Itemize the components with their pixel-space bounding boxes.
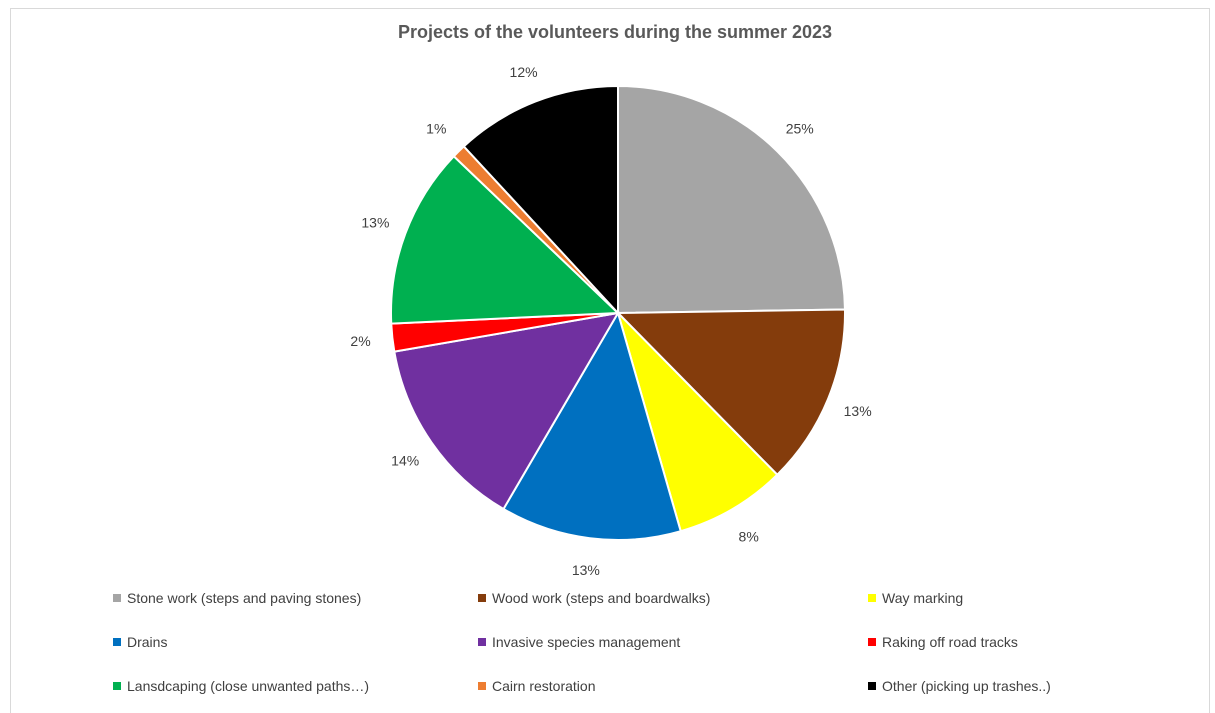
legend-item: Other (picking up trashes..) xyxy=(868,678,1051,694)
legend-swatch xyxy=(868,682,876,690)
legend-item: Lansdcaping (close unwanted paths…) xyxy=(113,678,369,694)
data-label-7: 13% xyxy=(361,214,389,230)
pie-slice-1 xyxy=(617,84,846,315)
legend-item: Wood work (steps and boardwalks) xyxy=(478,590,710,606)
pie-slice-3 xyxy=(617,312,779,533)
legend-item: Invasive species management xyxy=(478,634,680,650)
legend-item: Way marking xyxy=(868,590,963,606)
legend-label: Drains xyxy=(127,634,168,650)
legend-swatch xyxy=(113,594,121,602)
legend-item: Raking off road tracks xyxy=(868,634,1018,650)
legend-swatch xyxy=(868,638,876,646)
legend-item: Stone work (steps and paving stones) xyxy=(113,590,361,606)
chart-title: Projects of the volunteers during the su… xyxy=(397,22,833,42)
legend-label: Cairn restoration xyxy=(492,678,596,694)
chart-frame xyxy=(10,8,1210,713)
legend-item: Drains xyxy=(113,634,167,650)
data-label-2: 13% xyxy=(844,403,872,419)
legend-swatch xyxy=(868,594,876,602)
pie-slice-7 xyxy=(390,154,621,325)
pie-slice-5 xyxy=(393,311,620,511)
legend-label: Stone work (steps and paving stones) xyxy=(127,590,362,606)
pie-slice-4 xyxy=(502,310,682,541)
pie-slice-9 xyxy=(462,84,619,316)
data-label-1: 25% xyxy=(786,120,814,136)
legend-label: Invasive species management xyxy=(492,634,681,650)
data-label-9: 12% xyxy=(510,64,538,80)
legend-swatch xyxy=(113,638,121,646)
data-label-4: 13% xyxy=(572,562,600,578)
data-label-8: 1% xyxy=(426,120,446,136)
data-label-3: 8% xyxy=(739,529,759,545)
legend-label: Raking off road tracks xyxy=(882,634,1018,650)
legend-label: Other (picking up trashes..) xyxy=(882,678,1051,694)
legend-label: Lansdcaping (close unwanted paths…) xyxy=(127,678,370,694)
legend-swatch xyxy=(478,638,486,646)
legend-swatch xyxy=(478,682,486,690)
legend-swatch xyxy=(478,594,486,602)
legend-item: Cairn restoration xyxy=(478,678,596,694)
legend-label: Wood work (steps and boardwalks) xyxy=(492,590,711,606)
legend-label: Way marking xyxy=(882,590,964,606)
data-label-5: 14% xyxy=(391,453,419,469)
pie-slice-2 xyxy=(615,308,846,477)
data-label-6: 2% xyxy=(350,333,370,349)
legend-swatch xyxy=(113,682,121,690)
